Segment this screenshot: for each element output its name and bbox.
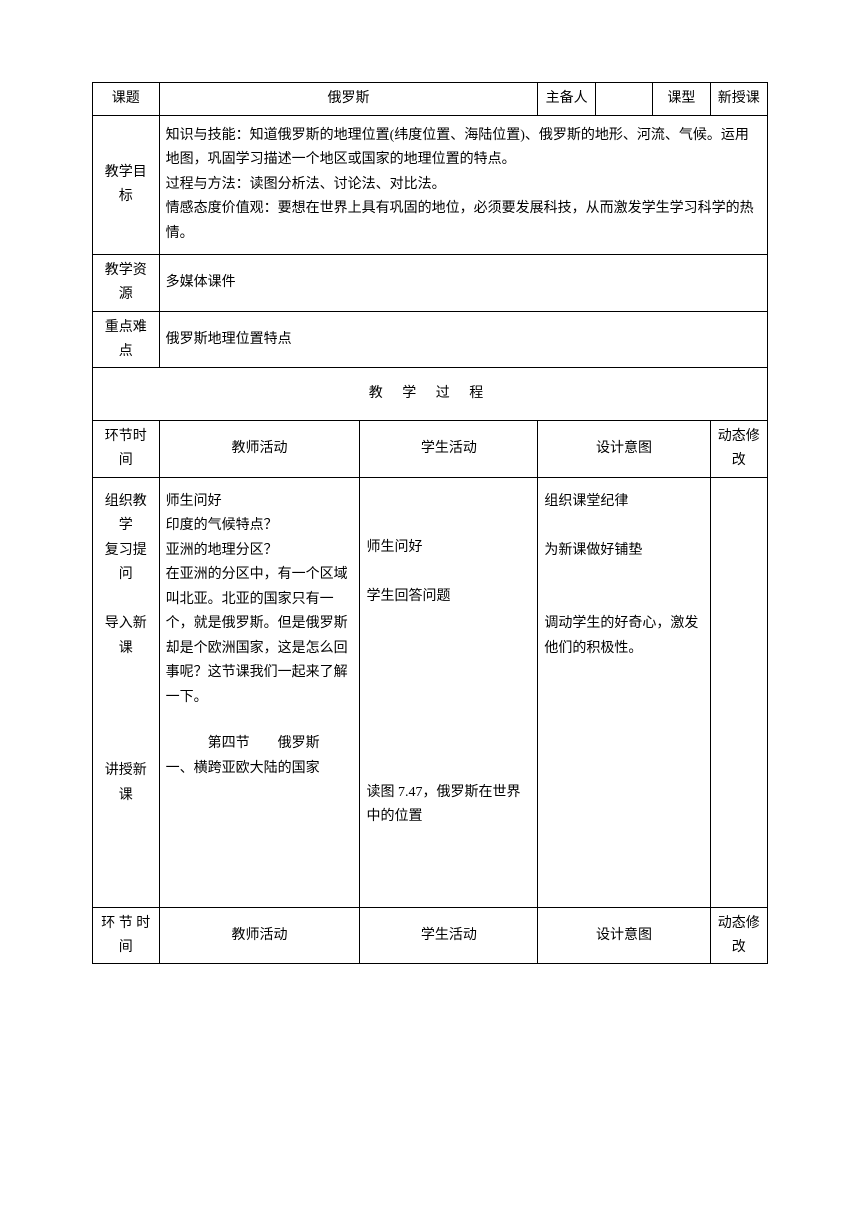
student-cell-2: 学生活动: [360, 907, 538, 964]
objectives-row: 教学目标 知识与技能：知道俄罗斯的地理位置(纬度位置、海陆位置)、俄罗斯的地形、…: [93, 115, 768, 255]
teacher-cell: 师生问好 印度的气候特点？ 亚洲的地理分区？ 在亚洲的分区中，有一个区域叫北亚。…: [159, 477, 360, 907]
class-type-value: 新授课: [710, 83, 767, 116]
student-cell: 师生问好 学生回答问题 读图 7.47，俄罗斯在世界中的位置: [360, 477, 538, 907]
dynamic-cell: [710, 477, 767, 907]
col-dynamic: 动态修改: [710, 421, 767, 478]
teacher-content-2: 第四节 俄罗斯 一、横跨亚欧大陆的国家: [166, 732, 354, 781]
keypoints-label: 重点难点: [93, 311, 160, 368]
objectives-label: 教学目标: [93, 115, 160, 255]
col-intent: 设计意图: [538, 421, 710, 478]
col-student: 学生活动: [360, 421, 538, 478]
preparer-label: 主备人: [538, 83, 595, 116]
dynamic-cell-2: 动态修改: [710, 907, 767, 964]
col-phase: 环节时间: [93, 421, 160, 478]
keypoints-row: 重点难点 俄罗斯地理位置特点: [93, 311, 768, 368]
content-row-2: 环 节 时间 教师活动 学生活动 设计意图 动态修改: [93, 907, 768, 964]
topic-value: 俄罗斯: [159, 83, 538, 116]
process-header-row: 教 学 过 程: [93, 368, 768, 421]
phase-cell: 组织教学 复习提问 导入新课 讲授新课: [93, 477, 160, 907]
teacher-cell-2: 教师活动: [159, 907, 360, 964]
class-type-label: 课型: [653, 83, 710, 116]
teacher-content-1: 师生问好 印度的气候特点？ 亚洲的地理分区？ 在亚洲的分区中，有一个区域叫北亚。…: [166, 490, 354, 711]
resources-content: 多媒体课件: [159, 255, 767, 312]
process-header: 教 学 过 程: [93, 368, 768, 421]
keypoints-content: 俄罗斯地理位置特点: [159, 311, 767, 368]
header-row: 课题 俄罗斯 主备人 课型 新授课: [93, 83, 768, 116]
objectives-content: 知识与技能：知道俄罗斯的地理位置(纬度位置、海陆位置)、俄罗斯的地形、河流、气候…: [159, 115, 767, 255]
phase-cell-2: 环 节 时间: [93, 907, 160, 964]
column-header-row: 环节时间 教师活动 学生活动 设计意图 动态修改: [93, 421, 768, 478]
lesson-plan-table: 课题 俄罗斯 主备人 课型 新授课 教学目标 知识与技能：知道俄罗斯的地理位置(…: [92, 82, 768, 964]
col-teacher: 教师活动: [159, 421, 360, 478]
topic-label: 课题: [93, 83, 160, 116]
resources-row: 教学资源 多媒体课件: [93, 255, 768, 312]
content-row-1: 组织教学 复习提问 导入新课 讲授新课 师生问好 印度的气候特点？ 亚洲的地理分…: [93, 477, 768, 907]
intent-cell-2: 设计意图: [538, 907, 710, 964]
preparer-value: [595, 83, 652, 116]
resources-label: 教学资源: [93, 255, 160, 312]
intent-cell: 组织课堂纪律 为新课做好铺垫 调动学生的好奇心，激发他们的积极性。: [538, 477, 710, 907]
